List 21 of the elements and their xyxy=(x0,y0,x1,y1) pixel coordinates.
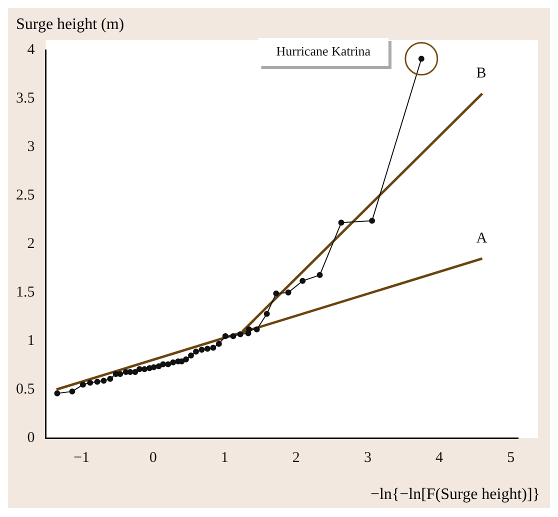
y-tick-label: 3 xyxy=(27,138,35,155)
x-tick-label: 5 xyxy=(507,450,515,466)
y-tick-label: 3.5 xyxy=(16,90,35,106)
series-label: B xyxy=(476,66,486,82)
y-tick-label: 1.5 xyxy=(16,284,35,300)
x-tick-label: 3 xyxy=(364,450,372,466)
x-tick-label: 4 xyxy=(436,450,444,466)
y-tick-label: 0 xyxy=(27,430,35,446)
y-axis-title: Surge height (m) xyxy=(16,16,124,34)
x-tick-label: 2 xyxy=(292,450,300,466)
y-tick-label: 1 xyxy=(27,332,35,349)
x-tick-label: 1 xyxy=(220,450,228,466)
y-tick-label: 4 xyxy=(27,42,36,58)
x-tick-label: 0 xyxy=(149,450,157,466)
y-tick-label: 0.5 xyxy=(16,381,35,398)
annotation: Hurricane Katrina xyxy=(276,43,371,58)
y-tick-label: 2 xyxy=(27,236,35,252)
y-tick-label: 2.5 xyxy=(16,187,35,204)
series-label: A xyxy=(476,230,488,246)
x-axis-title: −ln{−ln[F(Surge height)]} xyxy=(370,486,540,504)
x-tick-label: −1 xyxy=(74,450,90,466)
